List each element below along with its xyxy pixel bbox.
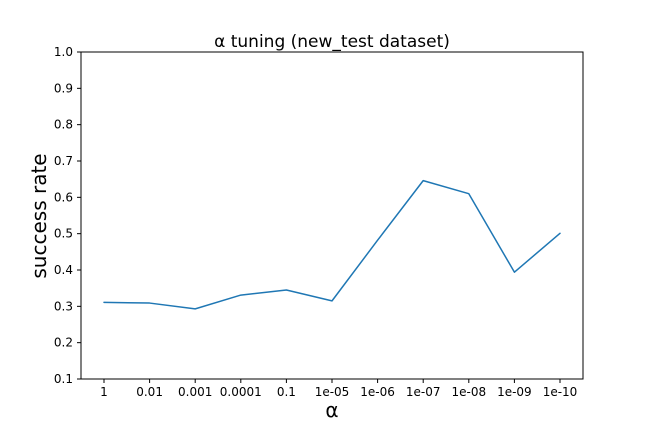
series-line [103,179,561,310]
y-tick-label: 0.5 [54,227,73,241]
y-tick-label: 0.2 [54,336,73,350]
y-tick-label: 0.1 [54,372,73,386]
y-tick-label: 0.9 [54,81,73,95]
y-axis-label: success rate [27,153,51,278]
x-tick-label: 1e-08 [451,385,486,399]
x-tick-label: 0.0001 [220,385,262,399]
x-tick-label: 0.001 [178,385,212,399]
x-tick-label: 0.01 [136,385,163,399]
chart-title: α tuning (new_test dataset) [214,32,450,52]
x-tick-label: 0.1 [277,385,296,399]
x-tick-label: 1e-10 [543,385,578,399]
y-tick-label: 0.8 [54,118,73,132]
y-tick-label: 0.3 [54,299,73,313]
x-tick-label: 1 [100,385,108,399]
y-tick-label: 0.7 [54,154,73,168]
x-tick-label: 1e-07 [406,385,441,399]
y-tick-label: 1.0 [54,45,73,59]
y-axis: 0.1 0.2 0.3 0.4 0.5 0.6 0.7 0.8 0.9 1.0 [54,45,81,386]
x-tick-label: 1e-06 [360,385,395,399]
plot-area-frame [80,51,584,380]
x-tick-label: 1e-05 [315,385,350,399]
y-tick-label: 0.4 [54,263,73,277]
x-axis-label: α [325,398,338,422]
x-axis: 1 0.01 0.001 0.0001 0.1 1e-05 1e-06 1e-07 1e-08 1… [100,379,577,399]
y-tick-label: 0.6 [54,190,73,204]
x-tick-label: 1e-09 [497,385,532,399]
